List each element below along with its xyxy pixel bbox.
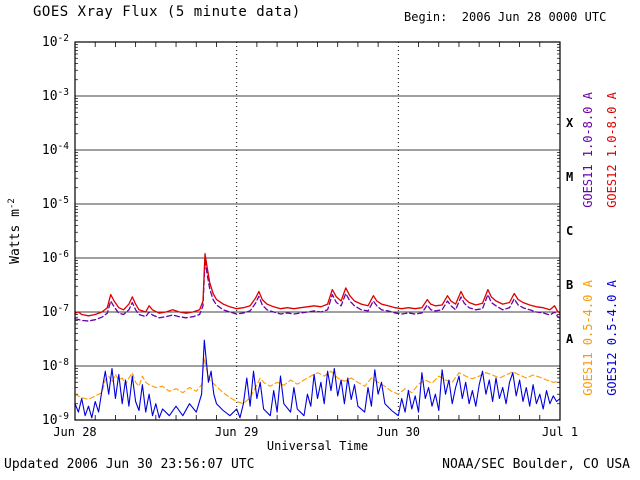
class-letter-X: X	[566, 116, 574, 130]
series-goes12-short	[74, 339, 561, 419]
updated-timestamp: Updated 2006 Jun 30 23:56:07 UTC	[4, 457, 255, 472]
series-goes11-long	[74, 259, 561, 322]
x-tick-label: Jun 28	[53, 425, 96, 439]
x-axis-title: Universal Time	[266, 439, 369, 453]
legend-goes12-long: GOES12 1.0-8.0 A	[605, 91, 619, 207]
y-tick-label: 10-3	[42, 87, 69, 104]
y-tick-label: 10-5	[42, 195, 69, 212]
class-letter-B: B	[566, 278, 573, 292]
y-tick-label: 10-9	[42, 411, 69, 428]
x-tick-label: Jun 29	[215, 425, 258, 439]
y-tick-label: 10-4	[42, 141, 69, 158]
class-letter-M: M	[566, 170, 573, 184]
y-tick-label: 10-8	[42, 357, 69, 374]
y-tick-label: 10-6	[42, 249, 69, 266]
begin-timestamp: Begin: 2006 Jun 28 0000 UTC	[404, 10, 607, 24]
y-tick-label: 10-7	[42, 303, 69, 320]
legend-goes11-short: GOES11 0.5-4.0 A	[581, 279, 595, 395]
series-goes12-long	[74, 253, 561, 317]
y-tick-label: 10-2	[42, 33, 69, 50]
x-tick-label: Jul 1	[542, 425, 578, 439]
class-letter-A: A	[566, 332, 574, 346]
chart-title: GOES Xray Flux (5 minute data)	[33, 4, 301, 20]
plot-frame	[74, 41, 561, 421]
credit-text: NOAA/SEC Boulder, CO USA	[442, 457, 630, 472]
class-letter-C: C	[566, 224, 573, 238]
legend-goes12-short: GOES12 0.5-4.0 A	[605, 279, 619, 395]
series-goes11-short	[74, 357, 561, 405]
legend-goes11-long: GOES11 1.0-8.0 A	[581, 91, 595, 207]
x-tick-label: Jun 30	[377, 425, 420, 439]
